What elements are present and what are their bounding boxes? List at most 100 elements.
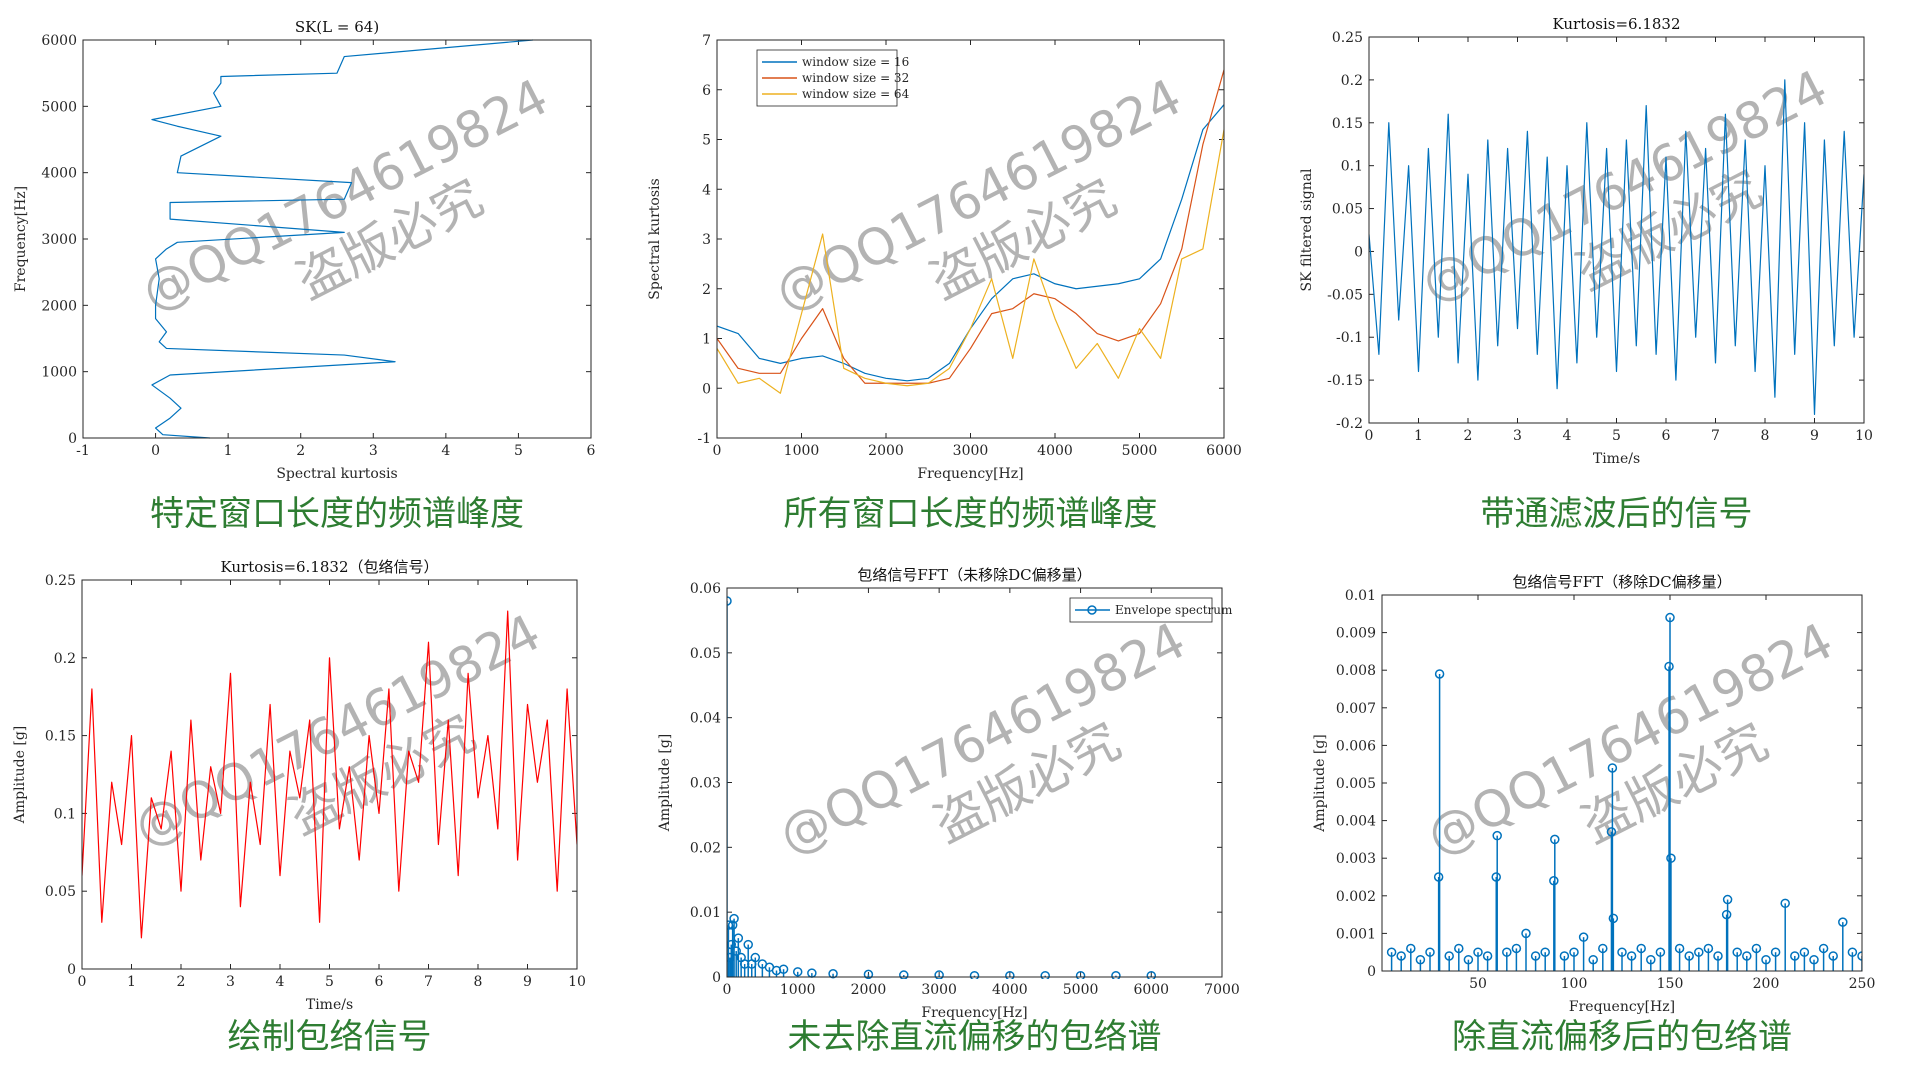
data-layer xyxy=(82,610,577,939)
x-tick-label: 5 xyxy=(514,443,523,459)
x-tick-label: 4 xyxy=(441,443,450,459)
stem-marker xyxy=(733,933,744,943)
axes-frame xyxy=(726,587,1223,978)
y-axis-label: Frequency[Hz] xyxy=(13,186,29,292)
axes-frame xyxy=(716,39,1225,439)
stem-marker xyxy=(1722,894,1733,905)
x-tick-label: 50 xyxy=(1469,976,1487,992)
x-tick-label: 0 xyxy=(713,443,722,459)
plot-area xyxy=(727,588,1222,977)
stem-marker xyxy=(1598,943,1608,954)
x-tick-label: 6 xyxy=(587,443,596,459)
y-tick-label: 0.03 xyxy=(690,776,721,792)
stem-marker xyxy=(1550,834,1560,845)
legend-marker xyxy=(1087,605,1097,615)
y-axis-label: SK filtered signal xyxy=(1299,168,1315,292)
y-tick-label: 0 xyxy=(702,381,711,397)
y-tick-label: 3 xyxy=(702,232,711,248)
stem-marker xyxy=(1790,951,1800,961)
stem-marker xyxy=(731,946,741,956)
axes-frame xyxy=(81,579,578,970)
y-tick-label: 3000 xyxy=(41,232,77,248)
stem-marker xyxy=(727,596,732,606)
x-tick-label: 3 xyxy=(369,443,378,459)
y-tick-label: 0.01 xyxy=(690,905,721,921)
stem-marker xyxy=(1415,954,1426,965)
stem-marker xyxy=(743,939,753,950)
chart-title: 包络信号FFT（移除DC偏移量） xyxy=(1512,573,1731,591)
stem-marker xyxy=(1761,954,1771,965)
stem-marker xyxy=(1818,943,1829,954)
y-tick-label: 0.05 xyxy=(690,646,721,662)
stem-marker xyxy=(899,970,909,979)
x-tick-label: 4000 xyxy=(992,982,1028,998)
legend-label: window size = 32 xyxy=(802,71,909,85)
chart-panel: 0 1000 2000 3000 4000 5000 6000 7000 0 0.01 0.02 0.… xyxy=(657,566,1240,1057)
y-tick-label: 0.01 xyxy=(1345,588,1376,604)
stem-marker xyxy=(1569,947,1579,957)
x-axis-label: Spectral kurtosis xyxy=(276,466,397,482)
y-tick-label: 7 xyxy=(702,33,711,49)
chart-title: 包络信号FFT（未移除DC偏移量） xyxy=(857,566,1091,584)
y-tick-label: 0 xyxy=(712,970,721,986)
data-layer xyxy=(717,69,1224,394)
chart-title: Kurtosis=6.1832 xyxy=(1552,15,1680,33)
x-tick-label: 6 xyxy=(375,974,384,990)
x-axis-label: Time/s xyxy=(1593,451,1640,467)
x-tick-label: 0 xyxy=(1365,428,1374,444)
x-tick-label: 0 xyxy=(78,974,87,990)
stem-marker xyxy=(1386,947,1397,957)
y-tick-label: 5 xyxy=(702,133,711,149)
y-tick-label: 0.1 xyxy=(1341,159,1363,175)
y-tick-label: 0.005 xyxy=(1336,776,1376,792)
stem-marker xyxy=(1606,827,1617,837)
panel-caption: 带通滤波后的信号 xyxy=(1481,494,1753,534)
stem-marker xyxy=(1799,947,1810,957)
x-tick-label: 2 xyxy=(296,443,305,459)
stem-marker xyxy=(1530,951,1541,961)
panel-caption: 未去除直流偏移的包络谱 xyxy=(788,1017,1162,1057)
legend-label: Envelope spectrum xyxy=(1115,603,1233,617)
x-axis-label: Time/s xyxy=(306,997,353,1013)
data-line xyxy=(717,69,1224,384)
stem-marker xyxy=(828,969,838,979)
stem-marker xyxy=(1847,947,1858,957)
stem-marker xyxy=(1742,951,1752,961)
panel-caption: 绘制包络信号 xyxy=(228,1017,432,1057)
stem-marker xyxy=(1511,943,1522,954)
data-line xyxy=(1369,79,1864,416)
stem-marker xyxy=(1559,951,1570,961)
stem-marker xyxy=(792,967,803,977)
stem-marker xyxy=(1549,876,1559,886)
stem-marker xyxy=(1703,943,1714,954)
panel-caption: 除直流偏移后的包络谱 xyxy=(1452,1017,1792,1057)
x-tick-label: 8 xyxy=(1761,428,1770,444)
x-tick-label: 1 xyxy=(224,443,233,459)
chart-panel: 0 1000 2000 3000 4000 5000 6000-101234567Frequ… xyxy=(647,33,1242,534)
y-axis-label: Amplitude [g] xyxy=(1312,734,1328,833)
y-tick-label: 0.15 xyxy=(1332,116,1363,132)
x-axis-label: Frequency[Hz] xyxy=(1569,999,1675,1015)
chart-panel: 50 100 150 200 250 0 0.001 0.002 0.003 0.004 0.005… xyxy=(1312,573,1875,1057)
stem-marker xyxy=(1694,947,1704,957)
stem-marker xyxy=(1857,951,1862,961)
y-axis-label: Amplitude [g] xyxy=(12,726,28,825)
stem-marker xyxy=(1646,954,1656,965)
x-tick-label: 5 xyxy=(325,974,334,990)
stem-marker xyxy=(1425,947,1435,957)
x-tick-label: -1 xyxy=(76,443,90,459)
x-tick-label: 3 xyxy=(226,974,235,990)
y-tick-label: 0.004 xyxy=(1336,814,1376,830)
y-tick-label: 6 xyxy=(702,83,711,99)
x-tick-label: 3000 xyxy=(921,982,957,998)
y-tick-label: 0.003 xyxy=(1336,851,1376,867)
x-tick-label: 6 xyxy=(1662,428,1671,444)
stem-marker xyxy=(1684,951,1694,961)
stem-marker xyxy=(1838,917,1848,927)
stem-marker xyxy=(1655,947,1666,957)
x-tick-label: 8 xyxy=(474,974,483,990)
stem-marker xyxy=(1721,909,1732,920)
data-layer xyxy=(1386,612,1862,971)
x-tick-label: 6000 xyxy=(1133,982,1169,998)
x-tick-label: 5000 xyxy=(1063,982,1099,998)
